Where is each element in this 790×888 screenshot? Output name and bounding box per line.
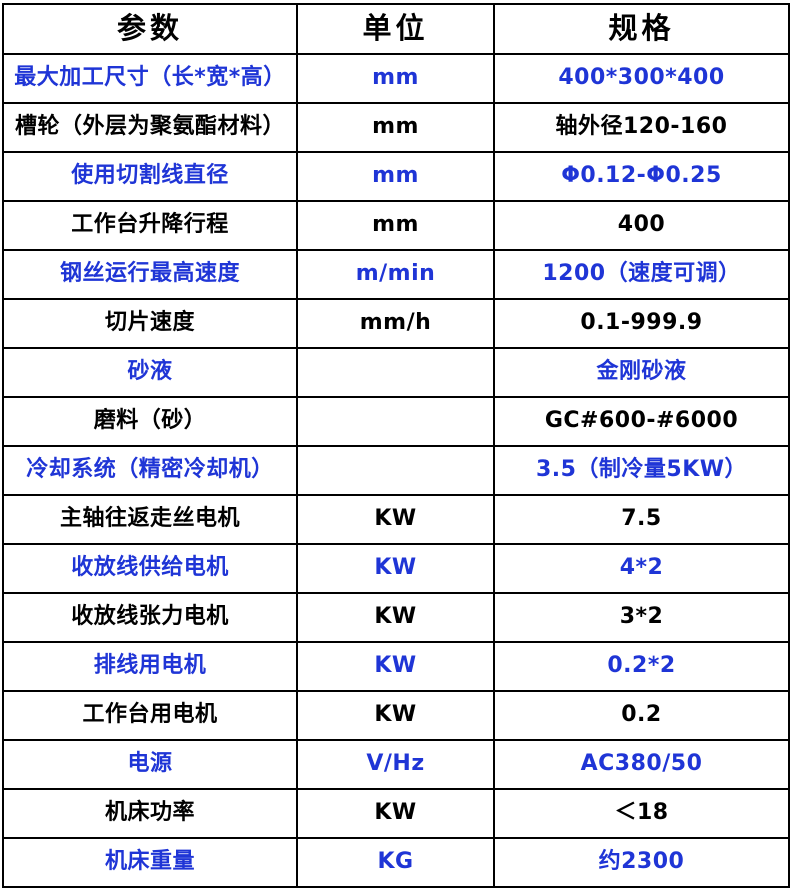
- cell-specification: AC380/50: [493, 739, 790, 790]
- cell-unit: V/Hz: [296, 739, 495, 790]
- cell-specification: 0.1-999.9: [493, 298, 790, 349]
- table-row: 冷却系统（精密冷却机） 3.5（制冷量5KW）: [2, 445, 790, 496]
- cell-specification: 3.5（制冷量5KW）: [493, 445, 790, 496]
- table-row: 磨料（砂） GC#600-#6000: [2, 396, 790, 447]
- cell-unit: mm: [296, 151, 495, 202]
- column-header-unit: 单位: [296, 3, 495, 55]
- cell-parameter: 冷却系统（精密冷却机）: [2, 445, 298, 496]
- cell-unit: [296, 347, 495, 398]
- table-header-row: 参数 单位 规格: [2, 3, 790, 55]
- cell-parameter: 工作台升降行程: [2, 200, 298, 251]
- cell-unit: [296, 445, 495, 496]
- cell-specification: 金刚砂液: [493, 347, 790, 398]
- cell-unit: mm: [296, 102, 495, 153]
- cell-parameter: 主轴往返走丝电机: [2, 494, 298, 545]
- table-row: 收放线供给电机 KW 4*2: [2, 543, 790, 594]
- cell-parameter: 使用切割线直径: [2, 151, 298, 202]
- cell-specification: 0.2*2: [493, 641, 790, 692]
- table-row: 切片速度 mm/h 0.1-999.9: [2, 298, 790, 349]
- table-row: 钢丝运行最高速度 m/min 1200（速度可调）: [2, 249, 790, 300]
- cell-parameter: 最大加工尺寸（长*宽*高）: [2, 53, 298, 104]
- cell-parameter: 机床重量: [2, 837, 298, 888]
- cell-specification: GC#600-#6000: [493, 396, 790, 447]
- cell-parameter: 钢丝运行最高速度: [2, 249, 298, 300]
- cell-unit: KW: [296, 592, 495, 643]
- table-row: 最大加工尺寸（长*宽*高） mm 400*300*400: [2, 53, 790, 104]
- cell-specification: ＜18: [493, 788, 790, 839]
- cell-specification: 7.5: [493, 494, 790, 545]
- cell-specification: 3*2: [493, 592, 790, 643]
- column-header-parameter: 参数: [2, 3, 298, 55]
- table-header: 参数 单位 规格: [2, 3, 790, 55]
- cell-unit: mm: [296, 53, 495, 104]
- cell-unit: KW: [296, 494, 495, 545]
- cell-unit: KW: [296, 788, 495, 839]
- table-row: 排线用电机 KW 0.2*2: [2, 641, 790, 692]
- cell-specification: 约2300: [493, 837, 790, 888]
- cell-parameter: 电源: [2, 739, 298, 790]
- cell-parameter: 收放线张力电机: [2, 592, 298, 643]
- cell-specification: 400: [493, 200, 790, 251]
- table-row: 收放线张力电机 KW 3*2: [2, 592, 790, 643]
- cell-parameter: 收放线供给电机: [2, 543, 298, 594]
- cell-unit: m/min: [296, 249, 495, 300]
- table-row: 槽轮（外层为聚氨酯材料） mm 轴外径120-160: [2, 102, 790, 153]
- table-row: 使用切割线直径 mm Φ0.12-Φ0.25: [2, 151, 790, 202]
- cell-unit: KW: [296, 543, 495, 594]
- table-body: 最大加工尺寸（长*宽*高） mm 400*300*400 槽轮（外层为聚氨酯材料） mm…: [2, 53, 790, 888]
- cell-parameter: 磨料（砂）: [2, 396, 298, 447]
- table-row: 电源 V/Hz AC380/50: [2, 739, 790, 790]
- cell-unit: [296, 396, 495, 447]
- machine-specification-table: 参数 单位 规格 最大加工尺寸（长*宽*高） mm 400*300*400 槽轮（外层…: [2, 3, 790, 888]
- column-header-specification: 规格: [493, 3, 790, 55]
- table-row: 机床重量 KG 约2300: [2, 837, 790, 888]
- cell-specification: 轴外径120-160: [493, 102, 790, 153]
- table-row: 主轴往返走丝电机 KW 7.5: [2, 494, 790, 545]
- cell-parameter: 排线用电机: [2, 641, 298, 692]
- cell-unit: mm/h: [296, 298, 495, 349]
- cell-specification: Φ0.12-Φ0.25: [493, 151, 790, 202]
- cell-parameter: 工作台用电机: [2, 690, 298, 741]
- cell-unit: KG: [296, 837, 495, 888]
- cell-parameter: 机床功率: [2, 788, 298, 839]
- cell-specification: 4*2: [493, 543, 790, 594]
- cell-unit: KW: [296, 690, 495, 741]
- cell-parameter: 切片速度: [2, 298, 298, 349]
- table-row: 机床功率 KW ＜18: [2, 788, 790, 839]
- table-row: 砂液 金刚砂液: [2, 347, 790, 398]
- cell-specification: 400*300*400: [493, 53, 790, 104]
- table-row: 工作台用电机 KW 0.2: [2, 690, 790, 741]
- cell-unit: mm: [296, 200, 495, 251]
- cell-unit: KW: [296, 641, 495, 692]
- cell-specification: 1200（速度可调）: [493, 249, 790, 300]
- cell-parameter: 槽轮（外层为聚氨酯材料）: [2, 102, 298, 153]
- table-row: 工作台升降行程 mm 400: [2, 200, 790, 251]
- cell-parameter: 砂液: [2, 347, 298, 398]
- cell-specification: 0.2: [493, 690, 790, 741]
